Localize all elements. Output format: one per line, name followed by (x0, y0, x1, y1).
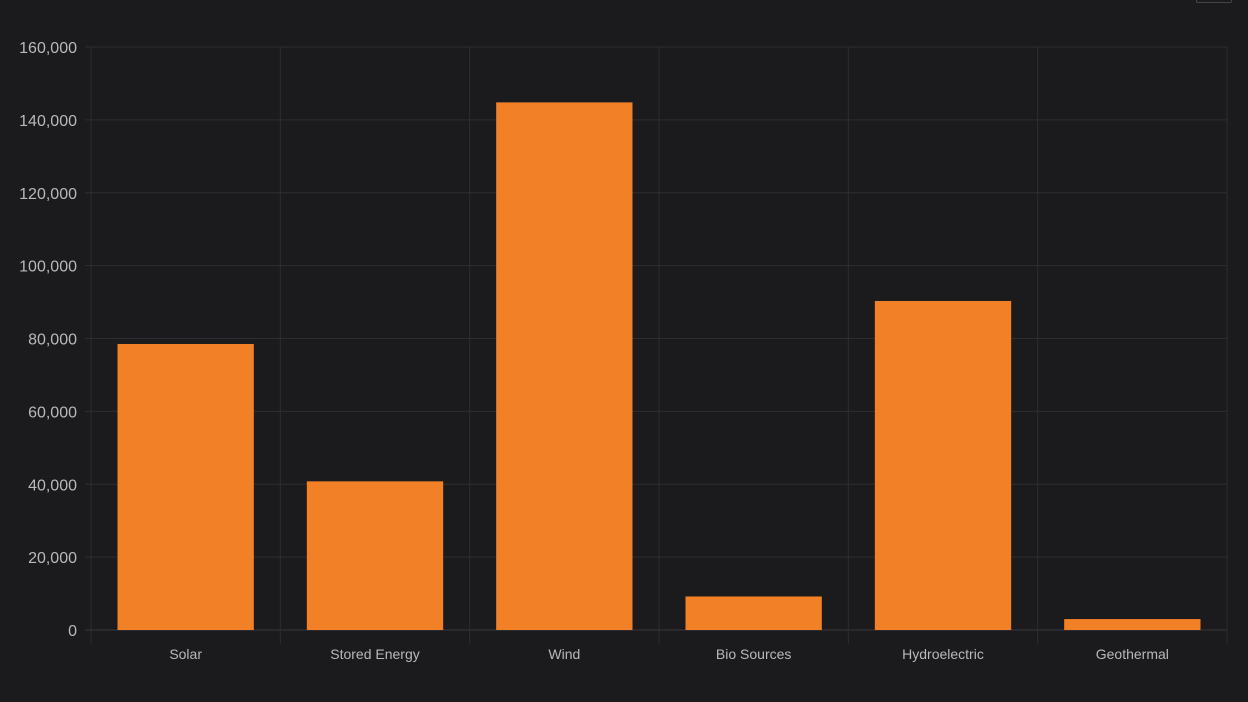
bar-bio-sources[interactable] (685, 596, 822, 630)
x-tick-label: Bio Sources (716, 646, 791, 662)
x-tick-label: Wind (548, 646, 580, 662)
y-axis-ticks: 0 20,000 40,000 60,000 80,000 100,000 120,000 1… (19, 40, 77, 640)
menu-toggle-button[interactable] (1196, 0, 1232, 3)
y-tick-label: 100,000 (19, 259, 77, 276)
x-tick-label: Stored Energy (330, 646, 420, 662)
x-tick-label: Geothermal (1096, 646, 1169, 662)
y-tick-label: 0 (68, 623, 77, 640)
x-axis-ticks: Solar Stored Energy Wind Bio Sources Hydroel… (169, 646, 1169, 662)
bars (117, 102, 1201, 630)
x-tick-label: Solar (169, 646, 202, 662)
y-tick-label: 60,000 (28, 404, 77, 421)
y-tick-label: 40,000 (28, 477, 77, 494)
y-tick-label: 160,000 (19, 40, 77, 57)
bar-geothermal[interactable] (1064, 619, 1201, 630)
y-tick-label: 120,000 (19, 186, 77, 203)
bar-stored-energy[interactable] (306, 481, 444, 630)
bar-hydroelectric[interactable] (874, 300, 1012, 630)
y-tick-label: 140,000 (19, 113, 77, 130)
x-tick-label: Hydroelectric (902, 646, 984, 662)
y-tick-label: 80,000 (28, 332, 77, 349)
bar-solar[interactable] (117, 343, 254, 630)
grid (85, 46, 1228, 644)
y-tick-label: 20,000 (28, 550, 77, 567)
bar-wind[interactable] (496, 102, 633, 630)
